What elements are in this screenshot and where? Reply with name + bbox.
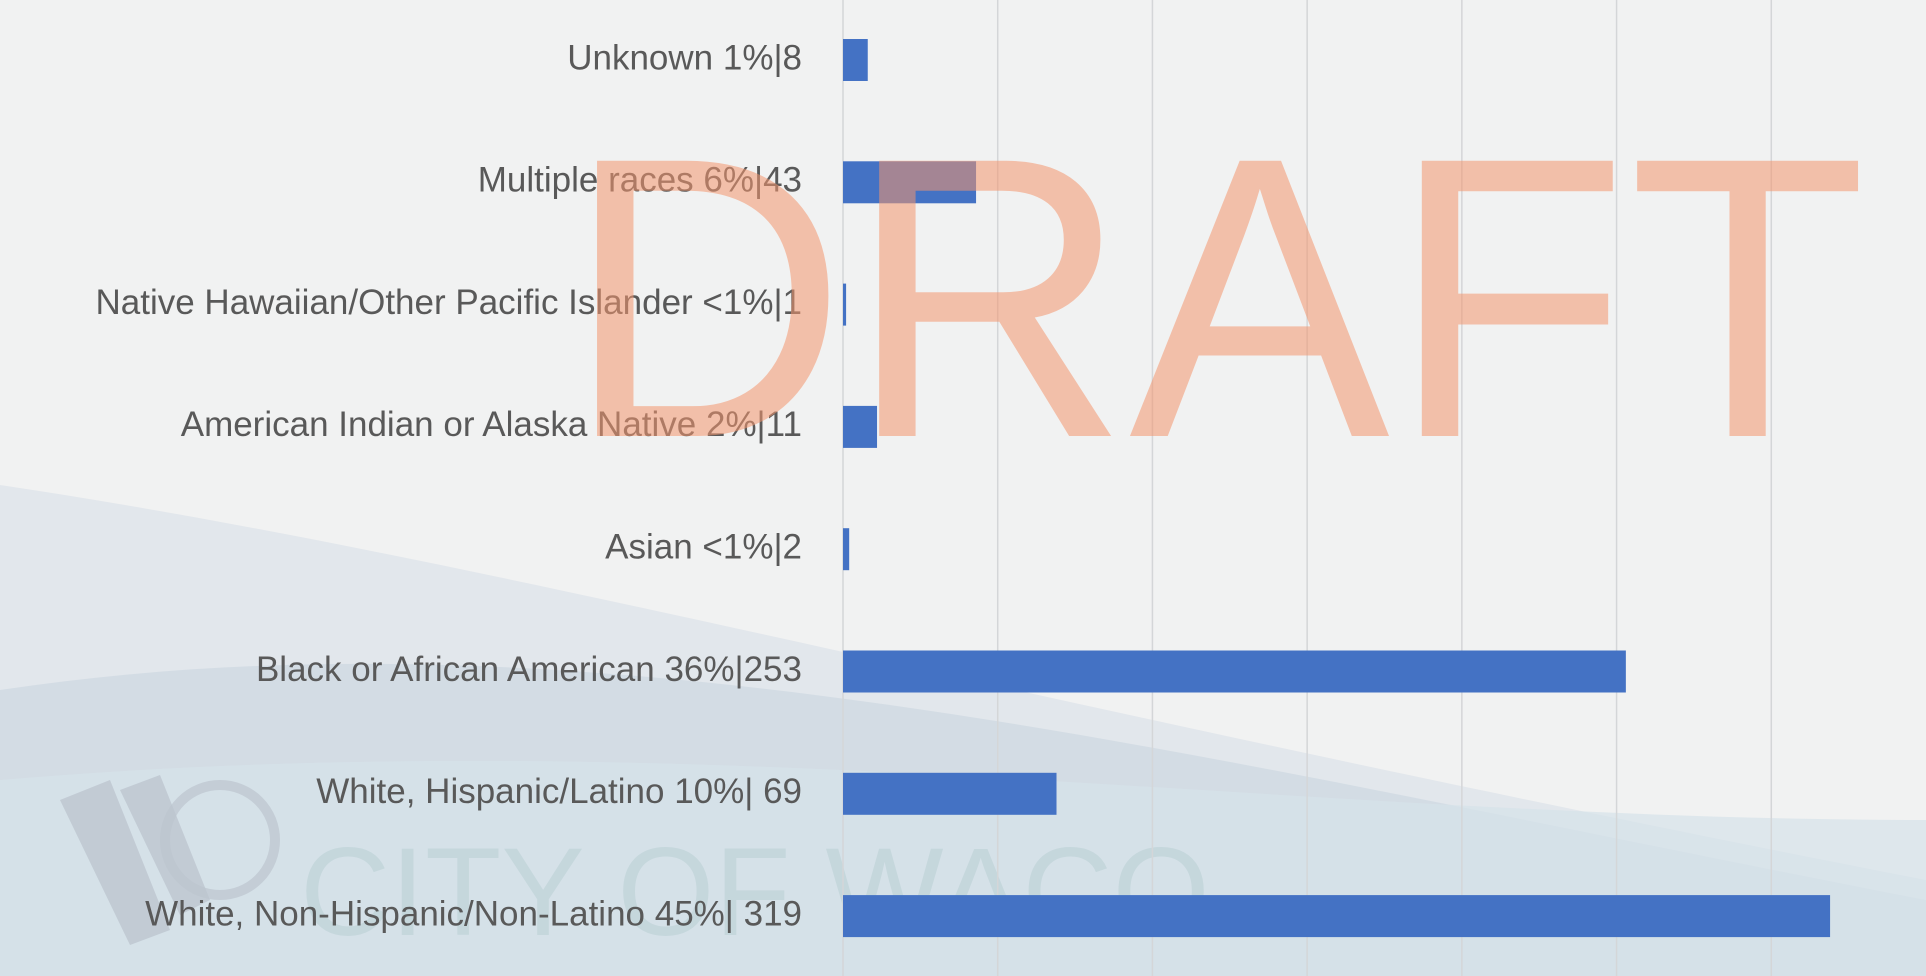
y-tick-label: Multiple races 6%|43 <box>478 161 802 200</box>
y-tick-label: Unknown 1%|8 <box>567 38 802 77</box>
y-tick-label: American Indian or Alaska Native 2%|11 <box>181 405 802 444</box>
y-tick-label: Asian <1%|2 <box>605 527 802 566</box>
bar <box>843 772 1057 815</box>
bar <box>843 161 977 204</box>
y-tick-label: Black or African American 36%|253 <box>256 650 802 689</box>
y-tick-label: White, Non-Hispanic/Non-Latino 45%| 319 <box>145 894 802 933</box>
bar <box>843 39 868 81</box>
bar <box>843 405 878 448</box>
logo-text: CITY OF WACO <box>300 823 1210 962</box>
y-tick-label: White, Hispanic/Latino 10%| 69 <box>316 772 802 811</box>
bar <box>843 650 1626 693</box>
bar <box>843 283 847 326</box>
watermark: DRAFT <box>565 74 1867 521</box>
bar <box>843 895 1831 938</box>
y-tick-label: Native Hawaiian/Other Pacific Islander <… <box>95 283 802 322</box>
bar <box>843 528 850 571</box>
